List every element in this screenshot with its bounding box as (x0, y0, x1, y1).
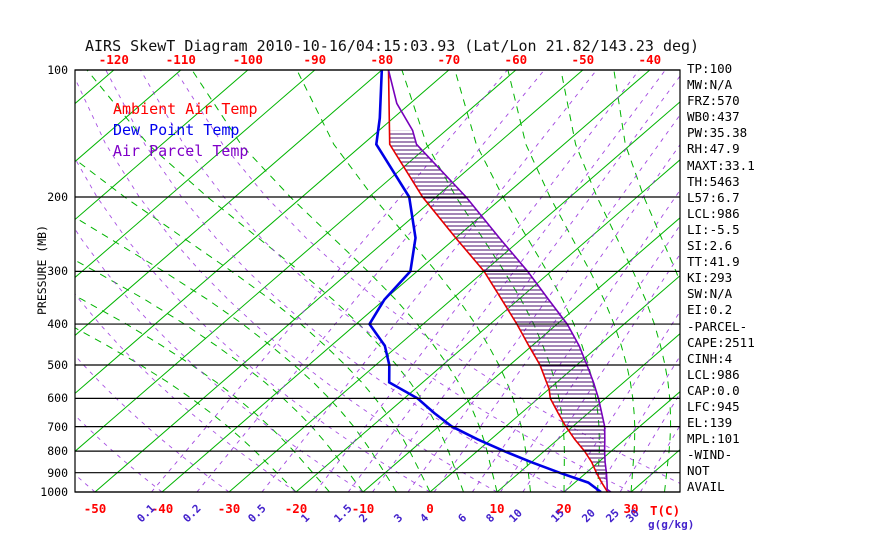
temp-tick-bottom-label: 0 (426, 501, 434, 516)
pressure-tick-label: 700 (47, 419, 68, 434)
stat-line: L57:6.7 (687, 189, 740, 205)
pressure-tick-label: 300 (47, 264, 68, 279)
temp-tick-bottom-label: -30 (217, 501, 241, 516)
temp-tick-top-label: -120 (98, 52, 129, 67)
temp-tick-top-label: -40 (638, 52, 662, 67)
temp-tick-bottom-label: 10 (489, 501, 505, 516)
temp-tick-top-label: -50 (571, 52, 595, 67)
stat-line: FRZ:570 (687, 93, 740, 109)
legend-ambient-air-temp: Ambient Air Temp (113, 100, 258, 118)
temp-tick-bottom-label: -10 (351, 501, 375, 516)
stat-line: EL:139 (687, 415, 733, 431)
temp-tick-top-label: -90 (303, 52, 327, 67)
stat-line: MAXT:33.1 (687, 157, 755, 173)
pressure-tick-label: 400 (47, 317, 68, 332)
dry-adiabat-lines (75, 70, 680, 492)
stat-line: LCL:986 (687, 205, 740, 221)
stat-line: CINH:4 (687, 350, 733, 366)
dew-point-temp-line (367, 70, 602, 492)
stat-line: -WIND- (687, 447, 733, 463)
stat-line: RH:47.9 (687, 141, 740, 157)
stat-line: KI:293 (687, 270, 733, 286)
stat-line: AVAIL (687, 479, 725, 495)
temp-tick-bottom-label: -40 (150, 501, 174, 516)
stat-line: MPL:101 (687, 431, 740, 447)
stat-line: PW:35.38 (687, 125, 748, 141)
temp-tick-top-label: -60 (504, 52, 528, 67)
stat-line: SW:N/A (687, 286, 733, 302)
stats-panel: TP:100 MW:N/A FRZ:570 WB0:437 PW:35.38 RH:47.… (687, 61, 755, 496)
temp-tick-top-label: -80 (370, 52, 394, 67)
cape-hatch-area (389, 130, 607, 482)
ambient-air-temp-line (387, 70, 609, 492)
pressure-tick-label: 100 (47, 63, 68, 77)
stat-line: LCL:986 (687, 366, 740, 382)
temp-tick-bottom-label: 20 (556, 501, 572, 516)
mixing-unit-label: g(g/kg) (648, 518, 695, 531)
temp-tick-bottom-label: -50 (83, 501, 107, 516)
temp-tick-bottom-label: -20 (284, 501, 308, 516)
plot-frame (74, 69, 681, 493)
stat-line: TH:5463 (687, 173, 740, 189)
temp-tick-top-label: -100 (232, 52, 263, 67)
stat-line: CAP:0.0 (687, 382, 740, 398)
temp-tick-top-label: -70 (437, 52, 461, 67)
stat-line: NOT (687, 463, 710, 479)
plot-area (75, 70, 680, 492)
stat-line: -PARCEL- (687, 318, 748, 334)
temp-unit-label: T(C) (650, 503, 681, 518)
pressure-tick-label: 600 (47, 391, 68, 406)
chart-title: AIRS SkewT Diagram 2010-10-16/04:15:03.9… (85, 37, 700, 55)
stat-line: LI:-5.5 (687, 221, 740, 237)
temp-tick-bottom-label: 30 (623, 501, 639, 516)
pressure-tick-label: 200 (47, 190, 68, 205)
stat-line: MW:N/A (687, 77, 733, 93)
stat-line: TT:41.9 (687, 254, 740, 270)
stat-line: EI:0.2 (687, 302, 733, 318)
stat-line: CAPE:2511 (687, 334, 755, 350)
pressure-tick-label: 800 (47, 444, 68, 459)
stat-line: WB0:437 (687, 109, 740, 125)
stat-line: LFC:945 (687, 398, 740, 414)
stat-line: TP:100 (687, 61, 733, 76)
temp-tick-top-label: -110 (165, 52, 196, 67)
air-parcel-temp-line (387, 70, 612, 492)
legend-air-parcel-temp: Air Parcel Temp (113, 142, 249, 160)
pressure-tick-label: 1000 (40, 485, 68, 499)
stat-line: SI:2.6 (687, 238, 733, 254)
pressure-tick-label: 900 (47, 465, 68, 480)
pressure-tick-label: 500 (47, 357, 68, 372)
legend-dew-point-temp: Dew Point Temp (113, 121, 240, 139)
